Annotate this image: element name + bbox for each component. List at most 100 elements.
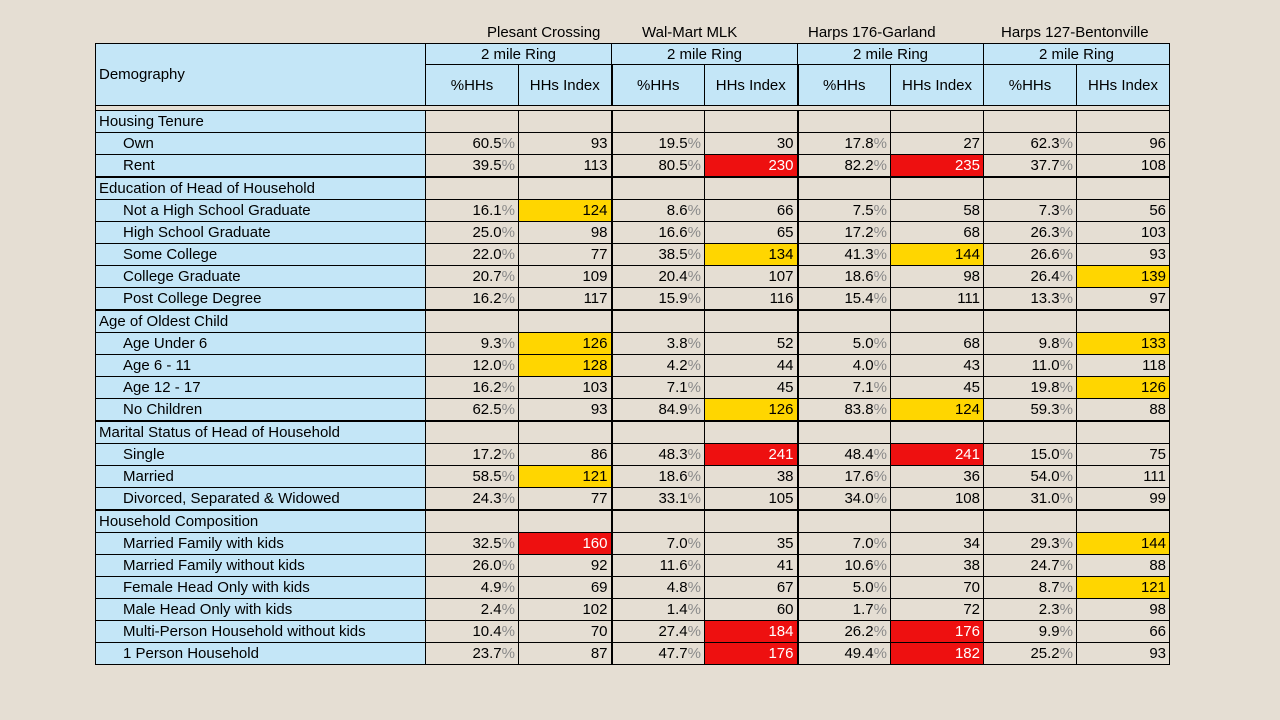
index-cell: 182 (890, 642, 984, 665)
pct-value: 26.4 (1030, 268, 1060, 285)
pct-cell: 24.7% (983, 554, 1077, 577)
pct-cell: 19.8% (983, 376, 1077, 399)
col-index-header-3: HHs Index (890, 64, 984, 106)
index-cell: 98 (890, 265, 984, 288)
pct-cell: 32.5% (425, 532, 519, 555)
blank-cell (797, 509, 891, 533)
index-cell: 113 (518, 154, 613, 178)
row-label: Some College (95, 243, 426, 266)
blank-cell (611, 309, 705, 333)
pct-value: 37.7 (1030, 157, 1060, 174)
pct-value: 2.4 (480, 601, 502, 618)
index-cell: 144 (890, 243, 984, 266)
index-cell: 111 (1076, 465, 1170, 488)
pct-value: 8.7 (1038, 579, 1060, 596)
pct-cell: 10.6% (797, 554, 891, 577)
row-label: Married Family without kids (95, 554, 426, 577)
index-cell: 121 (1076, 576, 1170, 599)
table-row: Married 58.5% 121 18.6% 38 17.6% 36 54.0% 111 (95, 465, 1170, 488)
blank-cell (704, 110, 799, 133)
index-cell: 98 (1076, 598, 1170, 621)
row-label: Age 6 - 11 (95, 354, 426, 377)
pct-value: 48.3 (658, 446, 688, 463)
index-cell: 38 (890, 554, 984, 577)
row-label: Rent (95, 154, 426, 178)
index-cell: 139 (1076, 265, 1170, 288)
index-cell: 70 (890, 576, 984, 599)
pct-value: 22.0 (472, 246, 502, 263)
section-row: Education of Head of Household (95, 176, 1170, 200)
col-index-header-2: HHs Index (704, 64, 799, 106)
pct-cell: 29.3% (983, 532, 1077, 555)
pct-value: 7.3 (1038, 202, 1060, 219)
table-row: College Graduate 20.7% 109 20.4% 107 18.6% 98 2… (95, 265, 1170, 288)
pct-value: 82.2 (844, 157, 874, 174)
index-cell: 88 (1076, 398, 1170, 422)
row-label: Not a High School Graduate (95, 199, 426, 222)
pct-cell: 9.3% (425, 332, 519, 355)
index-cell: 72 (890, 598, 984, 621)
index-cell: 27 (890, 132, 984, 155)
index-cell: 35 (704, 532, 799, 555)
pct-cell: 26.3% (983, 221, 1077, 244)
row-label: Age 12 - 17 (95, 376, 426, 399)
pct-cell: 11.6% (611, 554, 705, 577)
pct-cell: 5.0% (797, 332, 891, 355)
pct-cell: 16.6% (611, 221, 705, 244)
blank-cell (704, 509, 799, 533)
blank-cell (425, 420, 519, 444)
pct-cell: 7.1% (797, 376, 891, 399)
blank-cell (425, 509, 519, 533)
pct-value: 20.7 (472, 268, 502, 285)
table-row: Divorced, Separated & Widowed 24.3% 77 33.1… (95, 487, 1170, 511)
index-cell: 58 (890, 199, 984, 222)
demography-table: Demography 2 mile Ring 2 mile Ring 2 mil… (95, 43, 1170, 665)
index-cell: 98 (518, 221, 613, 244)
table-row: Some College 22.0% 77 38.5% 134 41.3% 144 26.6%… (95, 243, 1170, 266)
pct-cell: 34.0% (797, 487, 891, 511)
store-label-4: Harps 127-Bentonville (1001, 24, 1149, 41)
pct-value: 54.0 (1030, 468, 1060, 485)
table-row: Married Family with kids 32.5% 160 7.0% 35 7.… (95, 532, 1170, 555)
pct-cell: 4.8% (611, 576, 705, 599)
index-cell: 107 (704, 265, 799, 288)
pct-value: 8.6 (666, 202, 688, 219)
blank-cell (983, 509, 1077, 533)
pct-value: 9.9 (1038, 623, 1060, 640)
table-row: Male Head Only with kids 2.4% 102 1.4% 60 1.7… (95, 598, 1170, 621)
pct-cell: 15.9% (611, 287, 705, 311)
pct-value: 59.3 (1030, 401, 1060, 418)
pct-value: 18.6 (844, 268, 874, 285)
pct-cell: 9.8% (983, 332, 1077, 355)
index-cell: 126 (1076, 376, 1170, 399)
pct-cell: 5.0% (797, 576, 891, 599)
blank-cell (518, 110, 613, 133)
table-row: Own 60.5% 93 19.5% 30 17.8% 27 62.3% 96 (95, 132, 1170, 155)
pct-cell: 26.0% (425, 554, 519, 577)
pct-value: 3.8 (666, 335, 688, 352)
index-cell: 121 (518, 465, 613, 488)
pct-cell: 2.3% (983, 598, 1077, 621)
pct-value: 24.7 (1030, 557, 1060, 574)
blank-cell (1076, 420, 1170, 444)
index-cell: 45 (890, 376, 984, 399)
pct-value: 26.2 (844, 623, 874, 640)
index-cell: 134 (704, 243, 799, 266)
pct-cell: 7.0% (611, 532, 705, 555)
pct-cell: 7.3% (983, 199, 1077, 222)
pct-cell: 7.0% (797, 532, 891, 555)
pct-value: 1.4 (666, 601, 688, 618)
pct-cell: 38.5% (611, 243, 705, 266)
table-row: Age 6 - 11 12.0% 128 4.2% 44 4.0% 43 11.0% 118 (95, 354, 1170, 377)
index-cell: 38 (704, 465, 799, 488)
pct-cell: 48.3% (611, 443, 705, 466)
table-row: Female Head Only with kids 4.9% 69 4.8% 67 5.… (95, 576, 1170, 599)
row-label: Male Head Only with kids (95, 598, 426, 621)
index-cell: 43 (890, 354, 984, 377)
pct-cell: 26.2% (797, 620, 891, 643)
store-label-3: Harps 176-Garland (808, 24, 936, 41)
index-cell: 86 (518, 443, 613, 466)
index-cell: 160 (518, 532, 613, 555)
pct-value: 84.9 (658, 401, 688, 418)
index-cell: 176 (890, 620, 984, 643)
